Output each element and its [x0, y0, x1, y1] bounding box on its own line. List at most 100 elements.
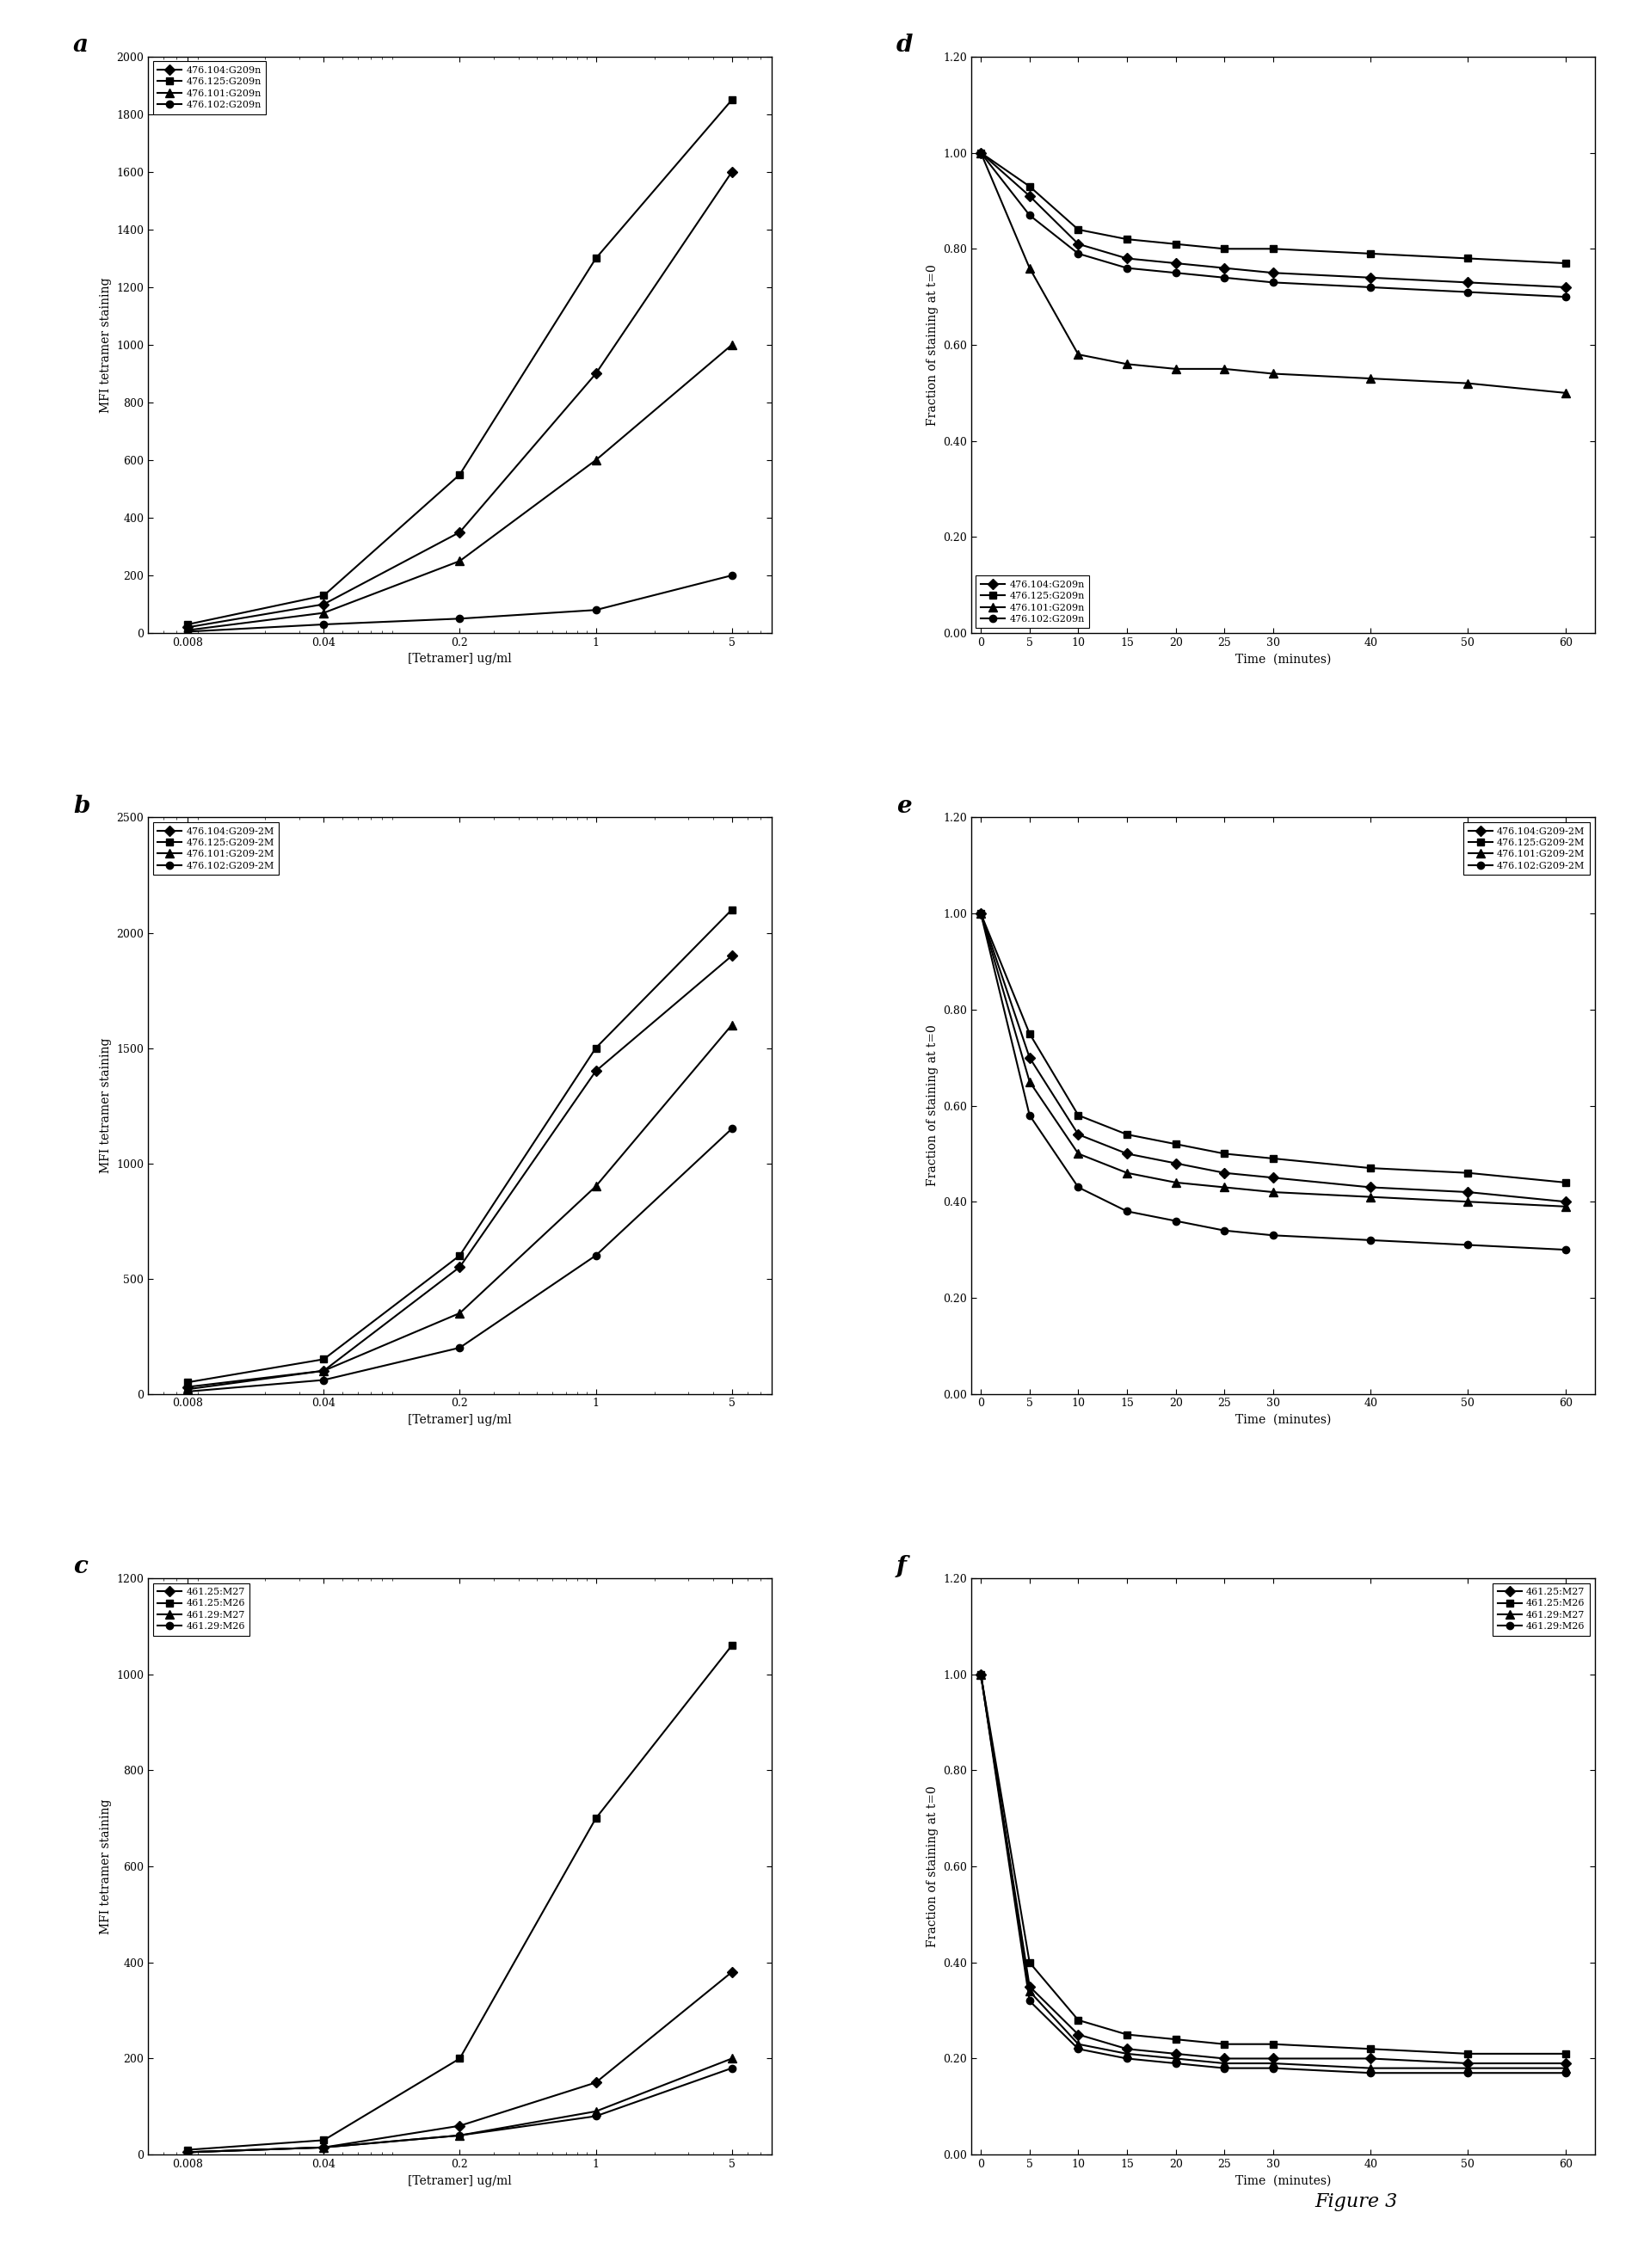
476.101:G209-2M: [1166, 1168, 1185, 1195]
476.104:G209n: [1263, 259, 1282, 286]
476.125:G209-2M: [1458, 1159, 1478, 1186]
461.25:M27: [1263, 2046, 1282, 2073]
476.102:G209n: [585, 596, 605, 624]
Text: c: c: [72, 1556, 87, 1579]
Line: 476.125:G209n: 476.125:G209n: [184, 95, 735, 628]
461.29:M27: [1361, 2055, 1381, 2082]
461.29:M27: [1166, 2046, 1185, 2073]
476.101:G209n: [1458, 370, 1478, 397]
461.25:M26: [450, 2046, 470, 2073]
476.101:G209-2M: [178, 1377, 197, 1404]
461.25:M27: [314, 2134, 334, 2161]
476.104:G209n: [972, 138, 991, 166]
461.29:M26: [450, 2123, 470, 2150]
476.104:G209-2M: [178, 1374, 197, 1402]
Line: 461.29:M27: 461.29:M27: [977, 1669, 1570, 2073]
461.29:M26: [178, 2139, 197, 2166]
461.25:M27: [1361, 2046, 1381, 2073]
476.102:G209-2M: [585, 1243, 605, 1270]
461.29:M26: [1069, 2034, 1088, 2062]
476.101:G209n: [1069, 340, 1088, 367]
476.101:G209-2M: [1215, 1175, 1235, 1202]
X-axis label: Time  (minutes): Time (minutes): [1235, 2175, 1330, 2186]
476.104:G209-2M: [1361, 1175, 1381, 1202]
476.125:G209n: [1118, 225, 1138, 252]
476.125:G209n: [1069, 215, 1088, 243]
461.29:M26: [1118, 2046, 1138, 2073]
461.29:M27: [1019, 1978, 1039, 2005]
476.102:G209n: [1215, 263, 1235, 290]
Text: Figure 3: Figure 3: [1315, 2193, 1397, 2211]
Line: 461.29:M27: 461.29:M27: [184, 2055, 737, 2157]
461.25:M26: [314, 2127, 334, 2155]
461.29:M27: [450, 2123, 470, 2150]
476.104:G209-2M: [450, 1254, 470, 1281]
476.104:G209-2M: [585, 1057, 605, 1084]
476.101:G209-2M: [450, 1300, 470, 1327]
476.125:G209-2M: [178, 1368, 197, 1395]
476.104:G209n: [1166, 249, 1185, 277]
461.29:M26: [1019, 1987, 1039, 2014]
461.25:M27: [1019, 1973, 1039, 2000]
461.29:M26: [722, 2055, 741, 2082]
476.125:G209n: [585, 245, 605, 272]
461.29:M26: [972, 1660, 991, 1687]
476.125:G209-2M: [450, 1243, 470, 1270]
461.25:M27: [585, 2068, 605, 2096]
461.25:M26: [585, 1805, 605, 1833]
476.101:G209n: [585, 447, 605, 474]
476.104:G209n: [1458, 270, 1478, 297]
Text: b: b: [72, 794, 90, 819]
476.125:G209-2M: [585, 1034, 605, 1061]
476.102:G209-2M: [1215, 1218, 1235, 1245]
476.104:G209-2M: [1019, 1043, 1039, 1070]
461.25:M26: [178, 2136, 197, 2164]
X-axis label: [Tetramer] ug/ml: [Tetramer] ug/ml: [408, 653, 511, 665]
Text: f: f: [896, 1556, 906, 1579]
476.104:G209n: [1215, 254, 1235, 281]
461.25:M27: [450, 2112, 470, 2139]
476.125:G209n: [178, 610, 197, 637]
476.102:G209n: [1069, 240, 1088, 268]
476.102:G209-2M: [1263, 1222, 1282, 1250]
476.101:G209-2M: [585, 1173, 605, 1200]
Line: 476.104:G209n: 476.104:G209n: [977, 150, 1568, 290]
461.25:M27: [1166, 2041, 1185, 2068]
461.29:M27: [1118, 2041, 1138, 2068]
476.104:G209n: [1555, 274, 1575, 302]
Line: 461.25:M26: 461.25:M26: [184, 1642, 735, 2152]
461.25:M26: [1555, 2041, 1575, 2068]
Legend: 476.104:G209n, 476.125:G209n, 476.101:G209n, 476.102:G209n: 476.104:G209n, 476.125:G209n, 476.101:G2…: [977, 576, 1090, 628]
476.125:G209-2M: [722, 896, 741, 923]
461.29:M26: [1263, 2055, 1282, 2082]
461.25:M26: [1118, 2021, 1138, 2048]
476.102:G209n: [1458, 279, 1478, 306]
X-axis label: [Tetramer] ug/ml: [Tetramer] ug/ml: [408, 2175, 511, 2186]
Legend: 476.104:G209n, 476.125:G209n, 476.101:G209n, 476.102:G209n: 476.104:G209n, 476.125:G209n, 476.101:G2…: [153, 61, 266, 113]
Line: 461.29:M26: 461.29:M26: [184, 2064, 735, 2157]
476.102:G209-2M: [178, 1379, 197, 1406]
Y-axis label: Fraction of staining at t=0: Fraction of staining at t=0: [926, 1785, 939, 1948]
461.25:M26: [1263, 2030, 1282, 2057]
476.102:G209-2M: [1458, 1232, 1478, 1259]
Legend: 461.25:M27, 461.25:M26, 461.29:M27, 461.29:M26: 461.25:M27, 461.25:M26, 461.29:M27, 461.…: [153, 1583, 250, 1635]
476.125:G209n: [972, 138, 991, 166]
476.104:G209-2M: [972, 900, 991, 928]
476.102:G209n: [1019, 202, 1039, 229]
461.29:M27: [1069, 2030, 1088, 2057]
476.125:G209n: [1166, 231, 1185, 259]
476.102:G209-2M: [450, 1334, 470, 1361]
476.101:G209-2M: [1069, 1141, 1088, 1168]
Line: 476.101:G209-2M: 476.101:G209-2M: [184, 1021, 737, 1393]
461.25:M26: [1215, 2030, 1235, 2057]
Line: 461.25:M27: 461.25:M27: [184, 1969, 735, 2157]
476.102:G209-2M: [1555, 1236, 1575, 1263]
461.29:M26: [314, 2134, 334, 2161]
476.102:G209n: [1263, 270, 1282, 297]
476.102:G209n: [314, 610, 334, 637]
476.104:G209-2M: [1069, 1120, 1088, 1148]
476.102:G209-2M: [1019, 1102, 1039, 1129]
461.29:M27: [1458, 2055, 1478, 2082]
476.104:G209n: [450, 519, 470, 547]
Line: 476.104:G209-2M: 476.104:G209-2M: [184, 953, 735, 1390]
